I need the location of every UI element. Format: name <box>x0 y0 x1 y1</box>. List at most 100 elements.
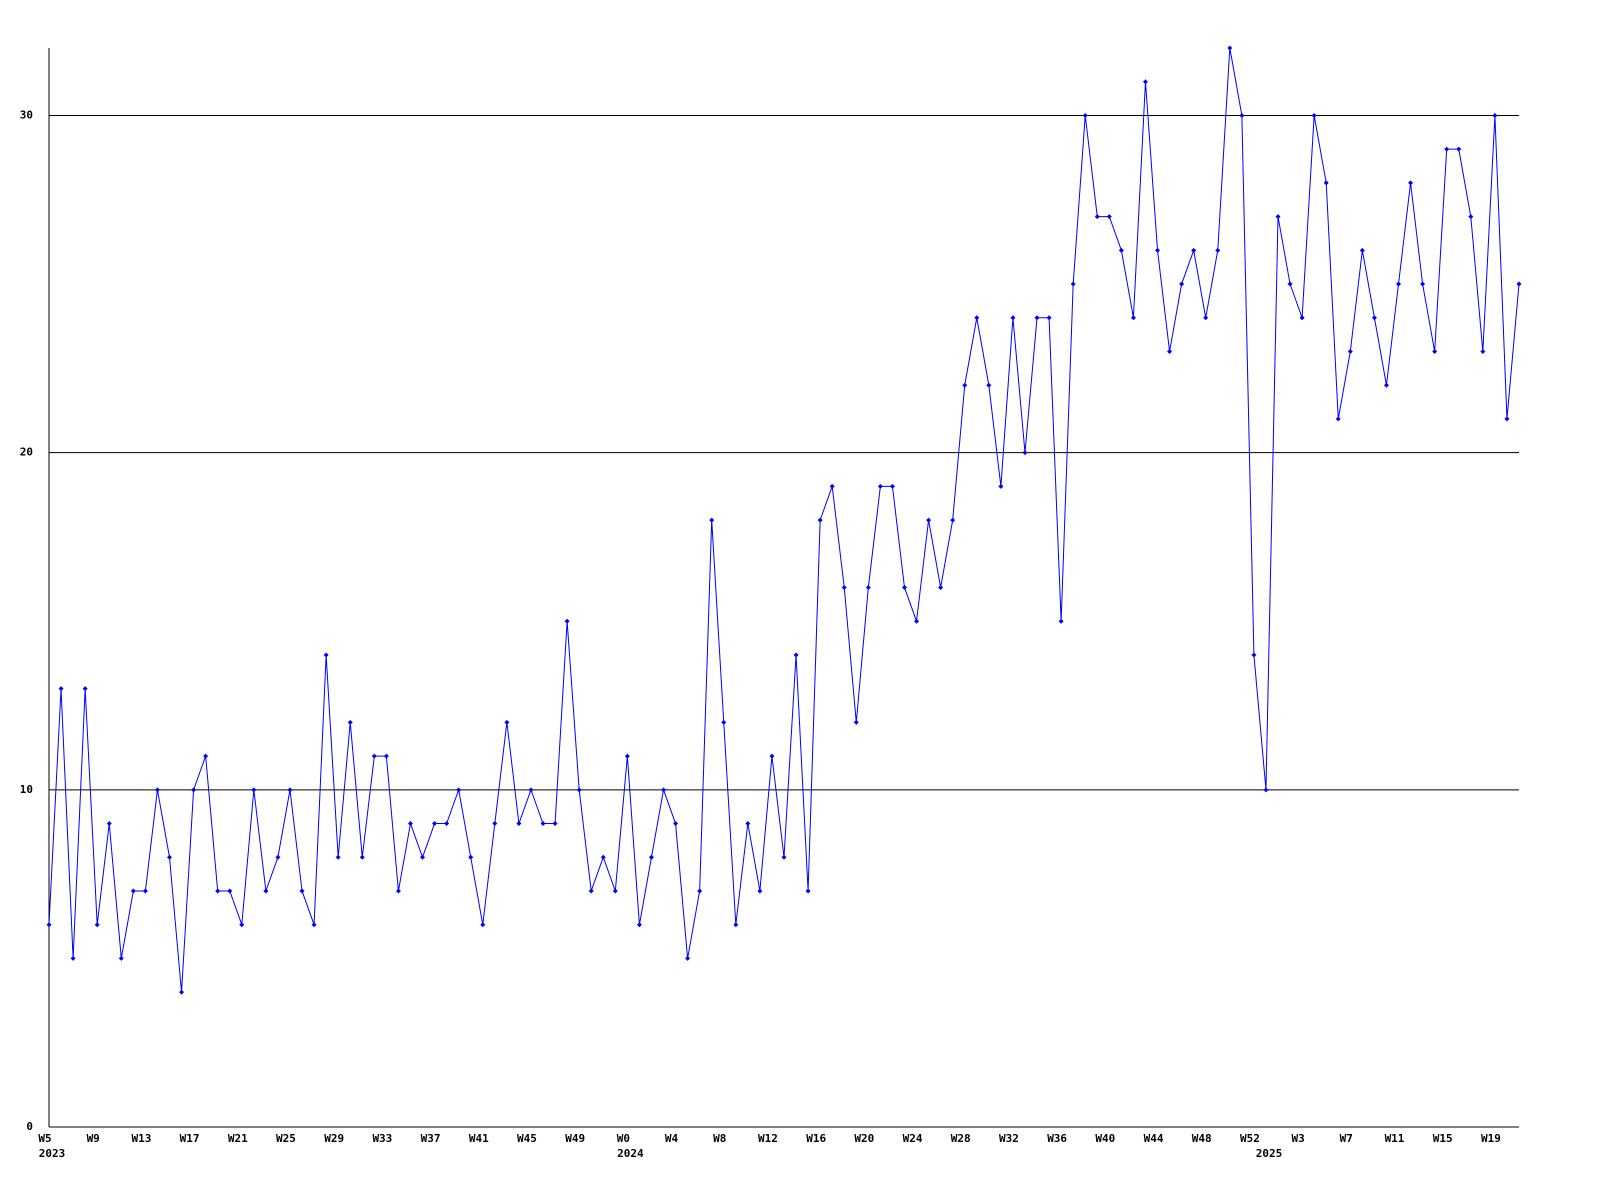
point <box>239 922 245 928</box>
point <box>371 753 377 759</box>
x-tick-label: W28 <box>951 1132 971 1145</box>
point <box>600 854 606 860</box>
x-tick-label: W3 <box>1291 1132 1304 1145</box>
point <box>986 382 992 388</box>
point <box>998 483 1004 489</box>
x-tick-label: W7 <box>1340 1132 1353 1145</box>
point <box>853 719 859 725</box>
point <box>1335 416 1341 422</box>
point <box>1347 348 1353 354</box>
x-tick-label: W0 <box>617 1132 630 1145</box>
x-tick-label: W15 <box>1433 1132 1453 1145</box>
point <box>805 888 811 894</box>
point <box>118 955 124 961</box>
x-tick-label: W32 <box>999 1132 1019 1145</box>
point <box>901 585 907 590</box>
point <box>938 585 944 590</box>
point <box>757 888 763 894</box>
point <box>1432 348 1438 354</box>
x-tick-label: W11 <box>1385 1132 1405 1145</box>
point <box>335 854 341 860</box>
point <box>492 821 498 827</box>
point <box>468 854 474 860</box>
point <box>733 922 739 928</box>
x-tick-label: W12 <box>758 1132 778 1145</box>
point <box>444 821 450 827</box>
x-tick-label: W20 <box>854 1132 874 1145</box>
point <box>697 888 703 894</box>
point <box>781 854 787 860</box>
point <box>106 821 112 827</box>
x-tick-label: W52 <box>1240 1132 1260 1145</box>
point <box>1227 45 1233 51</box>
point <box>540 821 546 827</box>
point <box>709 517 715 523</box>
point <box>251 787 257 793</box>
point <box>420 854 426 860</box>
point <box>636 922 642 928</box>
point <box>865 585 871 590</box>
point <box>612 888 618 894</box>
point <box>1420 281 1426 287</box>
point <box>1287 281 1293 287</box>
y-tick-label: 10 <box>20 783 33 796</box>
point <box>94 922 100 928</box>
point <box>877 483 883 489</box>
point <box>359 854 365 860</box>
point <box>648 854 654 860</box>
point <box>528 787 534 793</box>
point <box>1251 652 1257 658</box>
point <box>1070 281 1076 287</box>
point <box>661 787 667 793</box>
point <box>1167 348 1173 354</box>
point <box>1179 281 1185 287</box>
point <box>1142 79 1148 85</box>
x-tick-label: W25 <box>276 1132 296 1145</box>
point <box>395 888 401 894</box>
point <box>191 787 197 793</box>
point <box>926 517 932 523</box>
point <box>263 888 269 894</box>
point <box>1504 416 1510 422</box>
point <box>950 517 956 523</box>
point <box>1106 214 1112 220</box>
x-tick-label: W33 <box>372 1132 392 1145</box>
point <box>564 618 570 624</box>
year-label: 2023 <box>39 1147 66 1160</box>
point <box>1022 450 1028 456</box>
point <box>142 888 148 894</box>
x-tick-label: W4 <box>665 1132 679 1145</box>
point <box>347 719 353 725</box>
point <box>504 719 510 725</box>
point <box>1444 146 1450 152</box>
year-label: 2025 <box>1256 1147 1283 1160</box>
point <box>1359 247 1365 253</box>
x-tick-label: W17 <box>180 1132 200 1145</box>
point <box>1010 315 1016 321</box>
point <box>179 989 185 995</box>
year-label: 2024 <box>617 1147 644 1160</box>
point <box>829 483 835 489</box>
point <box>673 821 679 827</box>
point <box>1492 112 1498 118</box>
point <box>576 787 582 793</box>
x-tick-label: W16 <box>806 1132 826 1145</box>
point <box>769 753 775 759</box>
point <box>311 922 317 928</box>
y-tick-label: 0 <box>26 1120 33 1133</box>
point <box>1046 315 1052 321</box>
point <box>1191 247 1197 253</box>
x-tick-label: W13 <box>131 1132 151 1145</box>
point <box>516 821 522 827</box>
point <box>1215 247 1221 253</box>
point <box>1323 180 1329 186</box>
point <box>841 585 847 590</box>
y-tick-label: 30 <box>20 108 33 121</box>
x-tick-label: W44 <box>1144 1132 1164 1145</box>
point <box>299 888 305 894</box>
point <box>1130 315 1136 321</box>
point <box>1118 247 1124 253</box>
point <box>154 787 160 793</box>
point <box>1263 787 1269 793</box>
